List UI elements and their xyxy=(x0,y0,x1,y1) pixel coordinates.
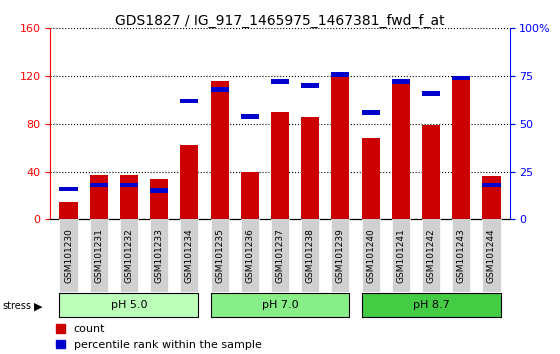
Bar xyxy=(362,138,380,219)
Text: GSM101232: GSM101232 xyxy=(124,228,133,283)
Bar xyxy=(452,219,470,292)
Bar xyxy=(59,201,78,219)
Bar xyxy=(90,175,108,219)
Text: GSM101241: GSM101241 xyxy=(396,228,405,283)
Bar xyxy=(422,91,440,96)
Bar xyxy=(241,219,259,292)
Bar xyxy=(332,72,349,76)
Bar xyxy=(301,117,319,219)
Text: pH 7.0: pH 7.0 xyxy=(262,300,298,310)
Bar xyxy=(211,81,228,219)
Text: GSM101238: GSM101238 xyxy=(306,228,315,283)
Text: GSM101239: GSM101239 xyxy=(336,228,345,283)
Bar xyxy=(241,172,259,219)
Legend: count, percentile rank within the sample: count, percentile rank within the sample xyxy=(56,324,262,350)
Bar xyxy=(332,219,349,292)
Text: GDS1827 / IG_917_1465975_1467381_fwd_f_at: GDS1827 / IG_917_1465975_1467381_fwd_f_a… xyxy=(115,14,445,28)
Bar xyxy=(301,219,319,292)
Text: pH 8.7: pH 8.7 xyxy=(413,300,450,310)
Bar xyxy=(90,183,108,188)
Bar xyxy=(392,79,410,84)
Bar xyxy=(180,145,198,219)
Text: GSM101240: GSM101240 xyxy=(366,228,375,283)
Bar xyxy=(482,183,501,188)
Text: ▶: ▶ xyxy=(34,301,42,311)
Bar xyxy=(59,293,198,317)
Bar xyxy=(150,219,168,292)
Bar xyxy=(332,74,349,219)
Bar xyxy=(392,219,410,292)
Bar xyxy=(422,125,440,219)
Bar xyxy=(150,179,168,219)
Bar xyxy=(211,293,349,317)
Bar xyxy=(150,188,168,193)
Bar xyxy=(120,175,138,219)
Text: GSM101242: GSM101242 xyxy=(427,228,436,283)
Bar xyxy=(120,183,138,188)
Text: GSM101234: GSM101234 xyxy=(185,228,194,283)
Bar xyxy=(362,293,501,317)
Bar xyxy=(362,110,380,115)
Bar xyxy=(59,219,78,292)
Text: GSM101236: GSM101236 xyxy=(245,228,254,283)
Bar xyxy=(211,87,228,92)
Text: GSM101243: GSM101243 xyxy=(457,228,466,283)
Bar xyxy=(271,79,289,84)
Bar xyxy=(271,112,289,219)
Bar xyxy=(482,219,501,292)
Bar xyxy=(452,76,470,80)
Bar xyxy=(362,219,380,292)
Bar xyxy=(59,187,78,191)
Text: GSM101231: GSM101231 xyxy=(94,228,103,283)
Bar xyxy=(271,219,289,292)
Text: stress: stress xyxy=(3,301,32,311)
Bar xyxy=(241,114,259,119)
Text: GSM101233: GSM101233 xyxy=(155,228,164,283)
Bar xyxy=(422,219,440,292)
Bar xyxy=(120,219,138,292)
Bar xyxy=(180,98,198,103)
Bar xyxy=(392,80,410,219)
Bar xyxy=(180,219,198,292)
Text: GSM101230: GSM101230 xyxy=(64,228,73,283)
Bar xyxy=(452,76,470,219)
Text: GSM101237: GSM101237 xyxy=(276,228,284,283)
Text: GSM101235: GSM101235 xyxy=(215,228,224,283)
Bar xyxy=(90,219,108,292)
Bar xyxy=(301,83,319,88)
Bar xyxy=(482,176,501,219)
Bar xyxy=(211,219,228,292)
Text: pH 5.0: pH 5.0 xyxy=(111,300,147,310)
Text: GSM101244: GSM101244 xyxy=(487,228,496,283)
